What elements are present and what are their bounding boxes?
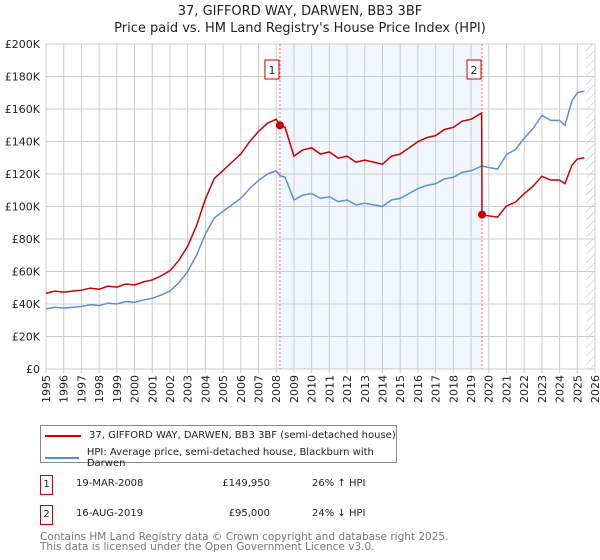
sale-hpi: 24% ↓ HPI xyxy=(312,508,366,519)
sale-point-1 xyxy=(275,121,284,130)
x-tick-label: 2022 xyxy=(518,375,531,403)
hpi-line xyxy=(45,90,585,310)
x-tick-label: 2009 xyxy=(288,375,301,403)
x-tick-label: 2016 xyxy=(412,375,425,403)
y-tick-label: £40K xyxy=(12,298,41,311)
x-tick-label: 2024 xyxy=(554,375,567,403)
sale-badge-1: 1 xyxy=(40,475,53,495)
sale-row-2: 2 16-AUG-2019 £95,000 24% ↓ HPI xyxy=(40,505,440,525)
x-tick-label: 2008 xyxy=(270,375,283,403)
x-tick-label: 2026 xyxy=(589,375,600,403)
x-tick-label: 2015 xyxy=(394,375,407,403)
chart-badge-label: 1 xyxy=(268,64,275,77)
x-tick-label: 2025 xyxy=(571,375,584,403)
sale-hpi: 26% ↑ HPI xyxy=(312,478,366,489)
x-tick-label: 1997 xyxy=(75,375,88,403)
x-tick-label: 2011 xyxy=(323,375,336,403)
sale-date: 19-MAR-2008 xyxy=(76,478,144,489)
legend: 37, GIFFORD WAY, DARWEN, BB3 3BF (semi-d… xyxy=(40,425,397,469)
x-tick-label: 2012 xyxy=(341,375,354,403)
y-tick-label: £200K xyxy=(5,38,41,51)
chart-badge-1 xyxy=(264,59,280,80)
y-tick-label: £100K xyxy=(5,201,41,214)
sale-price: £149,950 xyxy=(222,478,270,489)
sale-badge-2: 2 xyxy=(40,505,53,525)
x-tick-label: 1998 xyxy=(93,375,106,403)
y-tick-label: £60K xyxy=(12,266,41,279)
y-tick-label: £80K xyxy=(12,233,41,246)
y-tick-label: £0 xyxy=(26,363,40,376)
y-tick-label: £120K xyxy=(5,168,41,181)
x-tick-label: 2001 xyxy=(146,375,159,403)
chart-badge-label: 2 xyxy=(471,64,478,77)
legend-hpi: HPI: Average price, semi-detached house,… xyxy=(86,447,374,469)
chart-badge-2 xyxy=(466,59,482,80)
price-chart: 1995 1996 1997 1998 1999 2000 2001 2002 2003 2004… xyxy=(5,38,600,403)
x-tick-label: 2003 xyxy=(182,375,195,403)
x-tick-label: 2023 xyxy=(536,375,549,403)
y-tick-label: £20K xyxy=(12,331,41,344)
x-tick-label: 2004 xyxy=(199,375,212,403)
x-tick-label: 1999 xyxy=(111,375,124,403)
x-tick-label: 2005 xyxy=(217,375,230,403)
x-tick-label: 2006 xyxy=(235,375,248,403)
sale-row-1: 1 19-MAR-2008 £149,950 26% ↑ HPI xyxy=(40,475,440,495)
price-paid-line xyxy=(45,111,585,295)
sale-date: 16-AUG-2019 xyxy=(76,508,144,519)
footer-licence: This data is licensed under the Open Gov… xyxy=(40,541,375,553)
x-tick-label: 1995 xyxy=(40,375,53,403)
x-tick-label: 2014 xyxy=(376,375,389,403)
legend-property: 37, GIFFORD WAY, DARWEN, BB3 3BF (semi-d… xyxy=(89,430,396,441)
y-tick-label: £140K xyxy=(5,136,41,149)
x-tick-label: 2021 xyxy=(500,375,513,403)
footer-copyright: Contains HM Land Registry data © Crown c… xyxy=(40,531,449,543)
legend-red-line xyxy=(45,434,81,437)
x-tick-label: 2007 xyxy=(253,375,266,403)
x-tick-label: 1996 xyxy=(58,375,71,403)
x-tick-label: 2019 xyxy=(465,375,478,403)
x-tick-label: 2013 xyxy=(359,375,372,403)
chart-title: 37, GIFFORD WAY, DARWEN, BB3 3BF xyxy=(177,4,423,19)
x-tick-label: 2010 xyxy=(306,375,319,403)
legend-blue-line xyxy=(45,457,79,459)
y-tick-label: £180K xyxy=(5,71,41,84)
x-tick-label: 2020 xyxy=(483,375,496,403)
sale-point-2 xyxy=(478,210,487,219)
x-tick-label: 2000 xyxy=(129,375,142,403)
x-tick-label: 2002 xyxy=(164,375,177,403)
chart-subtitle: Price paid vs. HM Land Registry's House … xyxy=(114,21,486,36)
x-tick-label: 2017 xyxy=(430,375,443,403)
x-tick-label: 2018 xyxy=(447,375,460,403)
y-tick-label: £160K xyxy=(5,103,41,116)
sale-price: £95,000 xyxy=(228,508,270,519)
